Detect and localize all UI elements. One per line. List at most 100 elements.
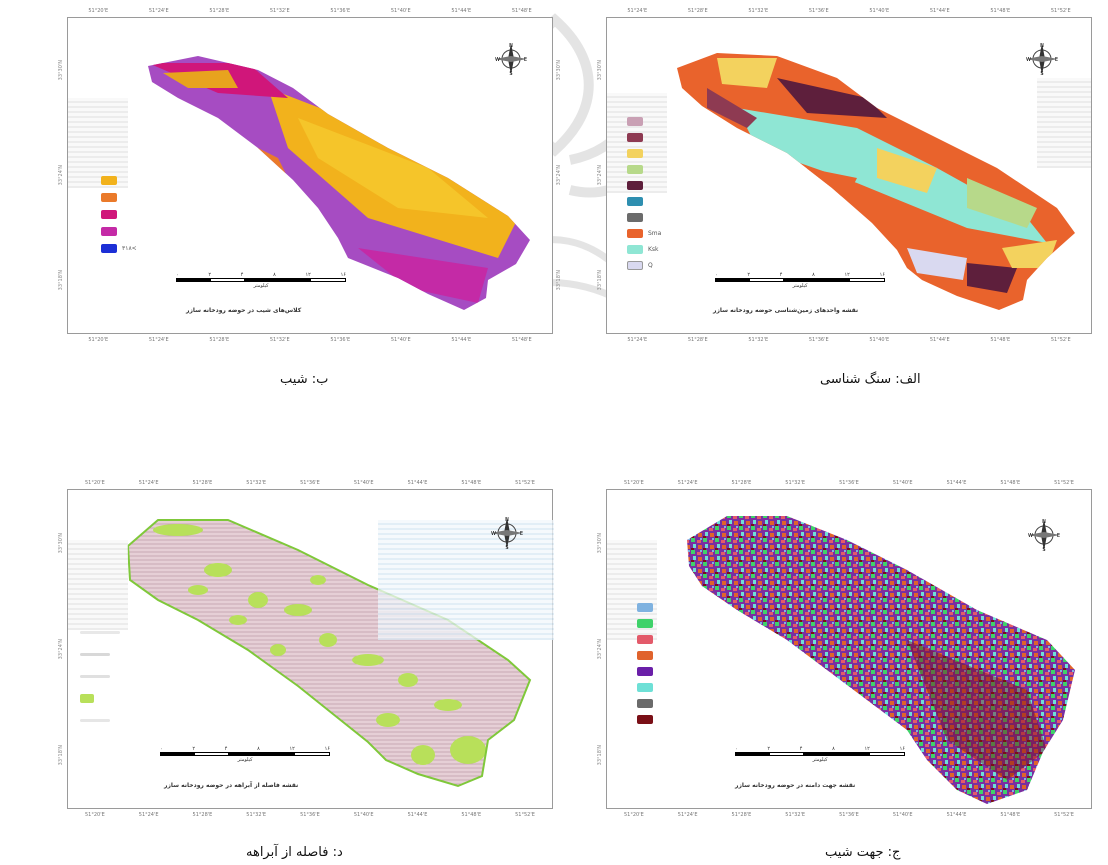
left-axis-ticks: 33°30'N 33°24'N 33°18'N [56, 490, 66, 808]
tick-label: 51°32'E [785, 480, 806, 486]
lithology-legend: Sma Ksk Q [627, 116, 661, 270]
tick-label: 51°52'E [515, 480, 535, 486]
panel-title-aspect: ج: جهت شیب [825, 845, 901, 860]
tick-label: 51°32'E [748, 337, 769, 343]
blurred-overlay [607, 93, 667, 193]
legend-swatch [637, 650, 653, 660]
legend-item: Q [627, 260, 661, 270]
tick-label: 51°28'E [192, 480, 213, 486]
legend-label: Sma [648, 229, 662, 237]
tick-label: 51°48'E [461, 812, 482, 818]
tick-label: 33°30'N [597, 60, 603, 81]
compass-letter: E [524, 57, 527, 63]
scale-unit: کیلومتر [812, 757, 828, 763]
panel-title-lithology: الف: سنگ شناسی [820, 372, 921, 387]
scale-numbers: ۰ ۲ ۴ ۸ ۱۲ ۱۶ [735, 746, 905, 752]
north-arrow-icon: N S E W [1028, 519, 1060, 552]
scale-bar: ۰ ۲ ۴ ۸ ۱۲ ۱۶ کیلومتر [715, 272, 885, 289]
tick-label: 33°18'N [58, 270, 64, 291]
legend-swatch [627, 132, 643, 142]
compass-letter: N [1040, 43, 1044, 49]
legend-item [80, 693, 125, 703]
bottom-axis-ticks: 51°24'E 51°28'E 51°32'E 51°36'E 51°40'E … [607, 334, 1091, 346]
tick-label: 33°30'N [597, 532, 603, 554]
legend-item [80, 649, 125, 659]
tick-label: 51°20'E [85, 480, 105, 486]
tick-label: 51°52'E [1054, 812, 1074, 818]
tick-label: 33°18'N [597, 270, 603, 291]
legend-swatch [101, 243, 117, 253]
legend-item [627, 148, 661, 158]
tick-label: 51°36'E [330, 337, 351, 343]
tick-label: 51°36'E [808, 337, 829, 343]
legend-item [637, 682, 658, 692]
tick-label: 51°40'E [353, 480, 374, 486]
legend-item [637, 698, 658, 708]
legend-item: Sma [627, 228, 661, 238]
tick-label: 51°32'E [269, 337, 290, 343]
top-axis-ticks: 51°24'E 51°28'E 51°32'E 51°36'E 51°40'E … [607, 5, 1091, 17]
slope-legend: ۳۱۸< [101, 175, 137, 253]
tick-label: 51°40'E [892, 480, 913, 486]
legend-swatch [627, 116, 643, 126]
legend-swatch [101, 226, 117, 236]
blurred-overlay [68, 540, 128, 630]
tick-label: 51°20'E [88, 8, 109, 14]
legend-item [627, 180, 661, 190]
aspect-legend [637, 602, 658, 724]
tick-label: 51°28'E [687, 337, 708, 343]
compass-letter: S [505, 545, 508, 550]
tick-label: 51°44'E [946, 480, 967, 486]
legend-swatch [637, 618, 653, 628]
legend-item: Ksk [627, 244, 661, 254]
left-axis-ticks: 33°30'N 33°24'N 33°18'N [595, 18, 605, 333]
scale-number: ۰ [176, 272, 179, 278]
tick-label: 33°24'N [556, 165, 562, 186]
tick-label: 51°28'E [687, 8, 708, 14]
tick-label: 51°40'E [869, 337, 890, 343]
top-axis-ticks: 51°20'E 51°24'E 51°28'E 51°32'E 51°36'E … [607, 477, 1091, 489]
legend-swatch [637, 714, 653, 724]
map-caption: کلاس‌های شیب در حوضه رودخانه سازر [186, 307, 302, 314]
legend-item [80, 715, 125, 725]
tick-label: 51°32'E [246, 812, 267, 818]
legend-item [637, 634, 658, 644]
tick-label: 51°24'E [677, 480, 698, 486]
scale-number: ۴ [799, 746, 803, 752]
tick-label: 51°40'E [390, 8, 411, 14]
compass-letter: N [1042, 519, 1046, 525]
tick-label: 51°28'E [192, 812, 213, 818]
tick-label: 33°30'N [58, 532, 64, 554]
blurred-overlay [68, 98, 128, 188]
tick-label: 51°28'E [731, 480, 752, 486]
tick-label: 51°44'E [929, 8, 950, 14]
map-caption: نقشه جهت دامنه در حوضه رودخانه سازر [735, 782, 856, 789]
legend-item [637, 650, 658, 660]
legend-swatch [101, 209, 117, 219]
compass-letter: N [509, 43, 513, 49]
left-axis-ticks: 33°30'N 33°24'N 33°18'N [56, 18, 66, 333]
legend-item [80, 627, 125, 637]
tick-label: 51°48'E [990, 8, 1011, 14]
legend-swatch [627, 244, 643, 254]
blurred-overlay [378, 520, 554, 640]
legend-swatch [627, 148, 643, 158]
lithology-map-area [677, 53, 1075, 310]
legend-item [637, 714, 658, 724]
tick-label: 51°20'E [624, 480, 644, 486]
tick-label: 33°30'N [556, 60, 562, 81]
tick-label: 51°44'E [946, 812, 967, 818]
scale-number: ۰ [715, 272, 718, 278]
right-axis-ticks: 33°30'N 33°24'N 33°18'N [554, 18, 564, 333]
map-caption: نقشه فاصله از آبراهه در حوضه رودخانه ساز… [164, 782, 299, 789]
legend-swatch [637, 634, 653, 644]
tick-label: 51°40'E [390, 337, 411, 343]
tick-label: 33°18'N [597, 744, 603, 766]
bottom-axis-ticks: 51°20'E 51°24'E 51°28'E 51°32'E 51°36'E … [68, 334, 552, 346]
legend-item [627, 116, 661, 126]
scale-number: ۱۲ [844, 272, 850, 278]
compass-letter: W [495, 57, 500, 63]
scale-bar: ۰ ۲ ۴ ۸ ۱۲ ۱۶ کیلومتر [176, 272, 346, 289]
tick-label: 51°44'E [451, 337, 472, 343]
scale-number: ۲ [767, 746, 771, 752]
